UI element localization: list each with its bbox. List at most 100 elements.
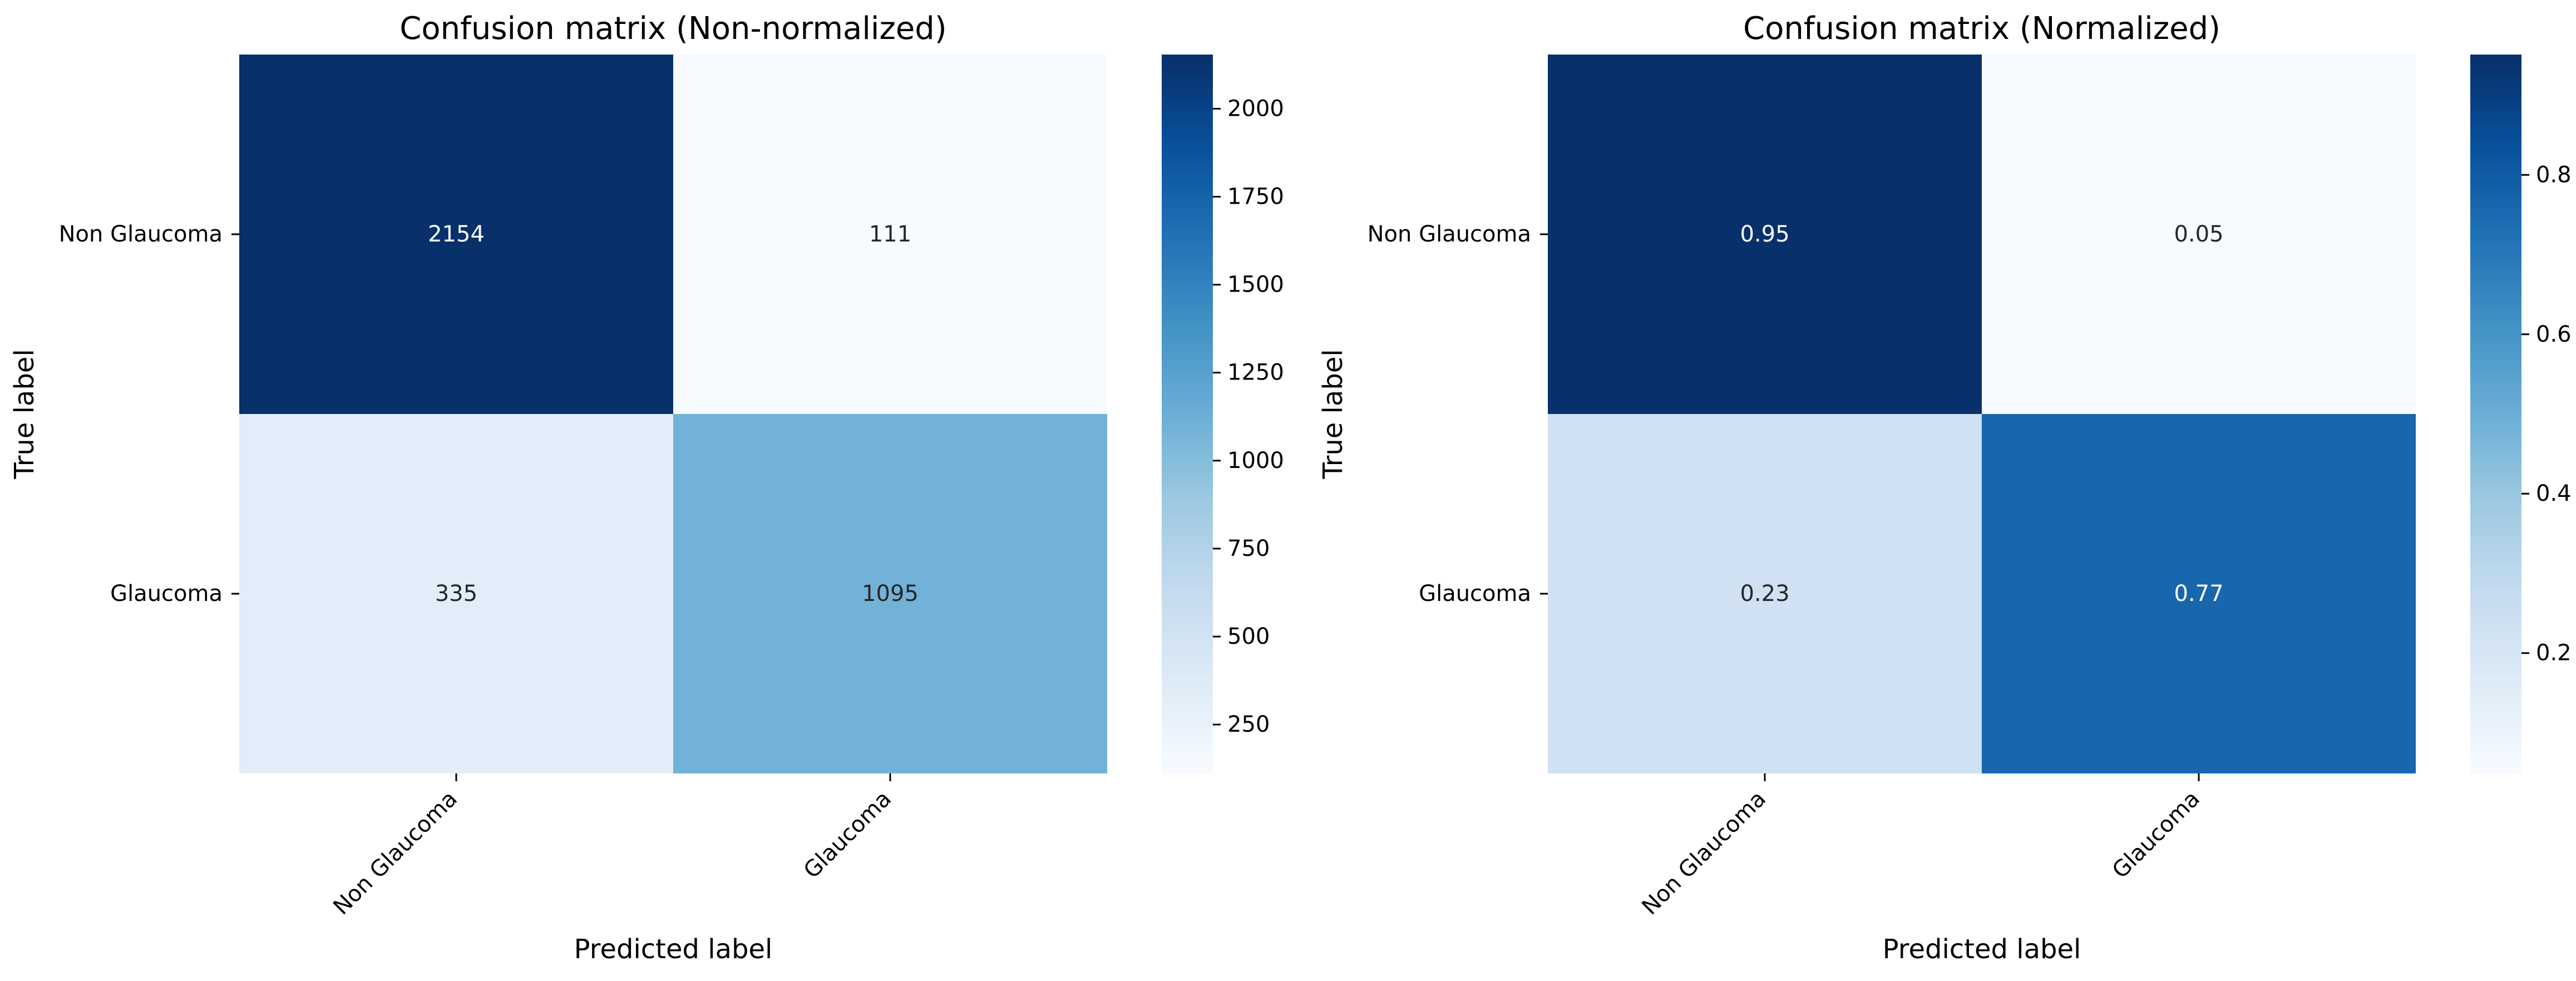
colorbar-segment (1162, 692, 1213, 698)
colorbar-segment (2470, 387, 2521, 392)
colorbar-segment (2470, 265, 2521, 271)
colorbar-segment (1162, 427, 1213, 433)
colorbar-segment (2470, 571, 2521, 576)
colorbar-segment (2470, 697, 2521, 702)
colorbar-segment (2470, 292, 2521, 298)
colorbar-segment (1162, 737, 1213, 743)
heatmap-cell[interactable] (1982, 414, 2416, 773)
colorbar-segment (1162, 477, 1213, 482)
colorbar-segment (1162, 603, 1213, 608)
colorbar-segment (1162, 319, 1213, 325)
colorbar-segment (1162, 544, 1213, 550)
colorbar-segment (1162, 589, 1213, 594)
colorbar-segment (1162, 333, 1213, 338)
colorbar-segment (2470, 512, 2521, 518)
colorbar-tick-label: 2000 (1227, 96, 1284, 121)
colorbar-segment (1162, 521, 1213, 527)
colorbar-segment (1162, 81, 1213, 87)
colorbar-segment (1162, 103, 1213, 109)
colorbar-segment (2470, 225, 2521, 230)
colorbar-segment (2470, 351, 2521, 357)
colorbar-segment (1162, 719, 1213, 725)
colorbar-segment (2470, 274, 2521, 280)
colorbar-segment (2470, 423, 2521, 428)
colorbar-segment (2470, 755, 2521, 761)
colorbar-segment (1162, 558, 1213, 563)
heatmap-cell[interactable] (1548, 414, 1982, 773)
colorbar-segment (2470, 360, 2521, 366)
colorbar-tick-label: 0.6 (2536, 322, 2572, 347)
colorbar-segment (2470, 203, 2521, 208)
colorbar-segment (2470, 342, 2521, 347)
heatmap-cell[interactable] (1548, 55, 1982, 414)
colorbar-segment (2470, 445, 2521, 451)
colorbar-segment (1162, 77, 1213, 82)
colorbar-segment (1162, 194, 1213, 199)
colorbar-segment (1162, 683, 1213, 689)
colorbar-segment (2470, 288, 2521, 293)
colorbar-segment (1162, 742, 1213, 747)
colorbar-segment (1162, 220, 1213, 226)
colorbar-segment (2470, 180, 2521, 186)
colorbar-segment (1162, 625, 1213, 630)
colorbar-segment (1162, 257, 1213, 262)
colorbar-segment (2470, 477, 2521, 482)
colorbar-tick-label: 1000 (1227, 448, 1284, 474)
colorbar-segment (2470, 724, 2521, 729)
colorbar-segment (2470, 239, 2521, 244)
colorbar-segment (2470, 459, 2521, 464)
colorbar: 250 500 750 1000 1250 1500 1750 2000 (1162, 55, 1284, 774)
colorbar-segment (1162, 248, 1213, 253)
colorbar-segment (1162, 126, 1213, 132)
x-tick-label: Glaucoma (2108, 786, 2205, 884)
colorbar-segment (2470, 661, 2521, 667)
colorbar-segment (2470, 530, 2521, 536)
colorbar-segment (2470, 99, 2521, 105)
colorbar-segment (1162, 176, 1213, 181)
colorbar-segment (2470, 346, 2521, 352)
colorbar-segment (1162, 203, 1213, 208)
colorbar-segment (2470, 657, 2521, 662)
heatmap-cell[interactable] (673, 55, 1107, 414)
colorbar-segment (1162, 216, 1213, 221)
colorbar-segment (1162, 665, 1213, 671)
colorbar-segment (1162, 607, 1213, 613)
colorbar-segment (1162, 72, 1213, 78)
colorbar-segment (2470, 589, 2521, 594)
colorbar-segment (1162, 486, 1213, 491)
colorbar-segment (1162, 378, 1213, 383)
colorbar-segment (2470, 81, 2521, 87)
colorbar-segment (2470, 432, 2521, 437)
heatmap-panel-1: 2154 111 335 1095 Confusion matrix (Non-norm… (9, 11, 1284, 965)
colorbar-segment (2470, 562, 2521, 568)
colorbar-segment (1162, 499, 1213, 505)
colorbar-segment (2470, 710, 2521, 716)
colorbar-segment (1162, 764, 1213, 770)
colorbar-segment (1162, 495, 1213, 500)
colorbar-segment (1162, 274, 1213, 280)
colorbar-segment (1162, 643, 1213, 648)
colorbar-segment (1162, 149, 1213, 154)
colorbar: 0.2 0.4 0.6 0.8 (2470, 55, 2572, 774)
cell-value-label: 0.95 (1740, 221, 1789, 247)
heatmap-cell[interactable] (1982, 55, 2416, 414)
colorbar-segment (1162, 153, 1213, 159)
colorbar-segment (2470, 751, 2521, 756)
heatmap-cell[interactable] (673, 414, 1107, 773)
heatmap-cell[interactable] (239, 414, 673, 773)
colorbar-segment (2470, 450, 2521, 455)
colorbar-segment (1162, 616, 1213, 622)
heatmap-cell[interactable] (239, 55, 673, 414)
colorbar-segment (1162, 540, 1213, 545)
colorbar-segment (1162, 297, 1213, 303)
colorbar-segment (1162, 140, 1213, 145)
colorbar-segment (2470, 490, 2521, 496)
colorbar-segment (1162, 207, 1213, 213)
colorbar-segment (2470, 103, 2521, 109)
x-tick-label: Non Glaucoma (1637, 786, 1771, 920)
colorbar-segment (1162, 324, 1213, 329)
colorbar-segment (2470, 733, 2521, 738)
colorbar-segment (1162, 396, 1213, 401)
colorbar-segment (2470, 198, 2521, 204)
